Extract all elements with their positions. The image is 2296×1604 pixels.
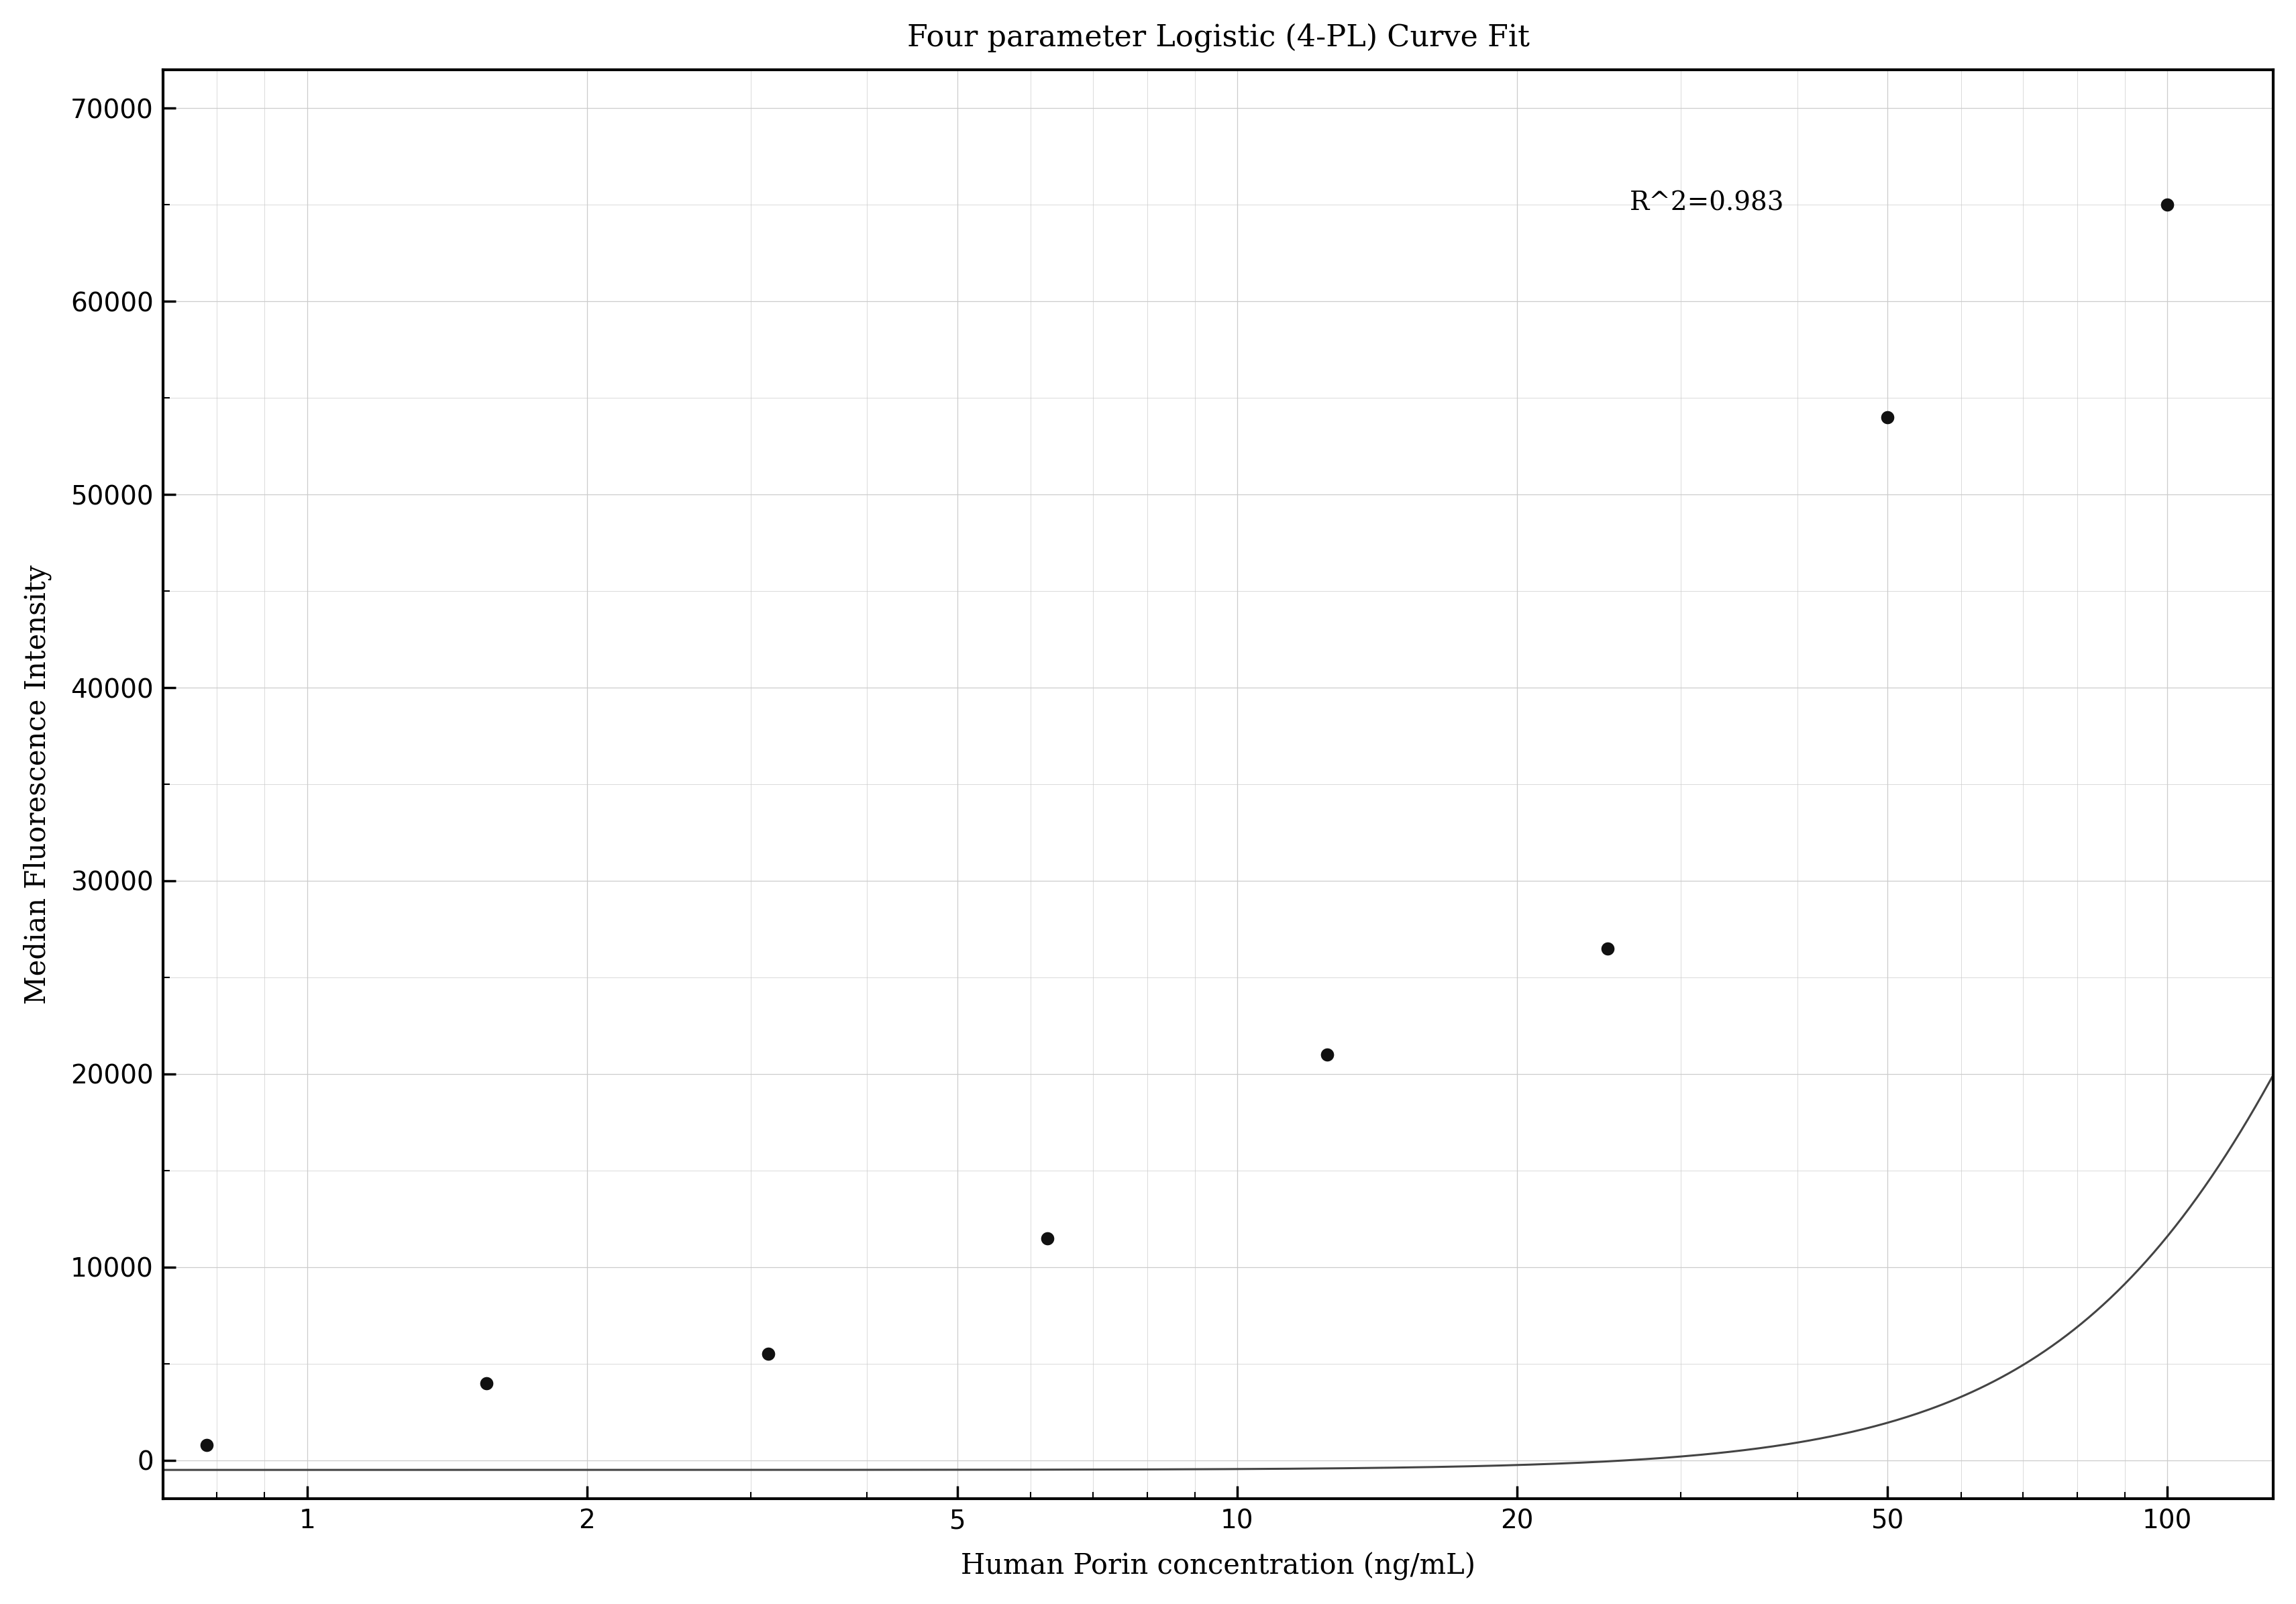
Point: [188, 1432, 225, 1458]
Point: [2149, 192, 2186, 218]
Text: R^2=0.983: R^2=0.983: [1630, 191, 1784, 217]
Point: [1309, 1043, 1345, 1068]
Point: [1029, 1225, 1065, 1251]
Y-axis label: Median Fluorescence Intensity: Median Fluorescence Intensity: [23, 565, 53, 1004]
X-axis label: Human Porin concentration (ng/mL): Human Porin concentration (ng/mL): [960, 1553, 1474, 1580]
Title: Four parameter Logistic (4-PL) Curve Fit: Four parameter Logistic (4-PL) Curve Fit: [907, 24, 1529, 53]
Point: [1589, 935, 1626, 961]
Point: [1869, 404, 1906, 430]
Point: [468, 1370, 505, 1395]
Point: [748, 1341, 785, 1367]
